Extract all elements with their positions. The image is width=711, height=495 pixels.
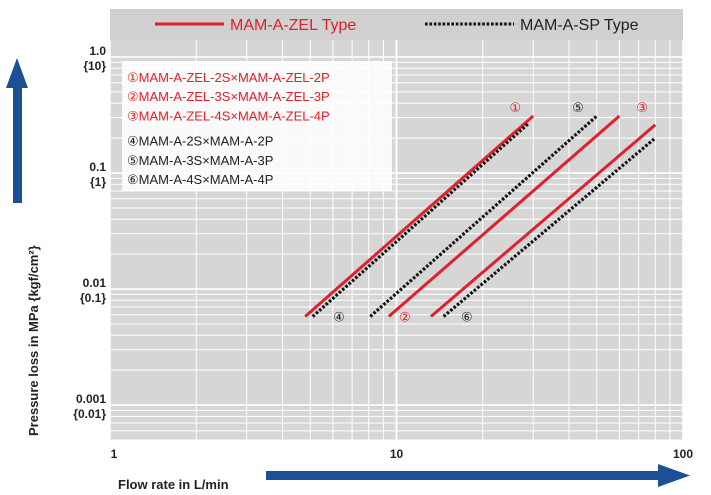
y-tick-label: 0.1 <box>89 160 106 174</box>
y-tick-sublabel: {10} <box>83 59 106 73</box>
series-marker: ④ <box>333 310 345 325</box>
series-key: ①MAM-A-ZEL-2S×MAM-A-ZEL-2P ②MAM-A-ZEL-3S×… <box>122 61 392 191</box>
series-key-box <box>122 61 392 191</box>
series-marker: ③ <box>636 101 648 116</box>
series-line <box>442 136 657 318</box>
x-axis-title: Flow rate in L/min <box>118 477 229 492</box>
y-axis-arrow <box>6 58 28 203</box>
series-key-entry: ④MAM-A-2S×MAM-A-2P <box>127 134 273 149</box>
series-marker: ⑥ <box>461 310 473 325</box>
x-tick-label: 1 <box>111 447 118 461</box>
series-marker: ② <box>399 310 411 325</box>
series-line <box>304 114 535 318</box>
legend-label-sp: MAM-A-SP Type <box>520 17 639 34</box>
y-tick-sublabel: {1} <box>90 175 106 189</box>
legend: MAM-A-ZEL Type MAM-A-SP Type <box>110 9 683 40</box>
series-marker: ① <box>510 101 522 116</box>
x-axis-arrow <box>266 464 690 487</box>
y-tick-sublabel: {0.01} <box>73 407 106 421</box>
y-tick-label: 0.001 <box>76 392 106 406</box>
legend-label-zel: MAM-A-ZEL Type <box>230 17 356 34</box>
series-line <box>369 114 598 318</box>
y-tick-label: 0.01 <box>83 276 107 290</box>
series-key-entry: ⑥MAM-A-4S×MAM-A-4P <box>127 172 273 187</box>
x-tick-label: 100 <box>673 447 693 461</box>
y-tick-label: 1.0 <box>89 44 106 58</box>
y-tick-sublabel: {0.1} <box>80 291 106 305</box>
series-key-entry: ②MAM-A-ZEL-3S×MAM-A-ZEL-3P <box>127 89 330 104</box>
series-line <box>387 114 621 318</box>
y-axis-title: Pressure loss in MPa {kgf/cm²} <box>26 245 41 436</box>
series-line <box>430 123 657 318</box>
series-key-entry: ⑤MAM-A-3S×MAM-A-3P <box>127 153 273 168</box>
series-key-entry: ③MAM-A-ZEL-4S×MAM-A-ZEL-4P <box>127 108 330 123</box>
series-key-entry: ①MAM-A-ZEL-2S×MAM-A-ZEL-2P <box>127 70 330 85</box>
x-tick-label: 10 <box>390 447 404 461</box>
series-marker: ⑤ <box>572 101 584 116</box>
